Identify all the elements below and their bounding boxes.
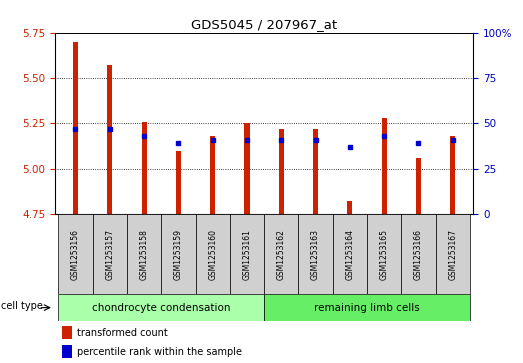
Bar (210, 136, 215, 214)
Bar (382, 118, 386, 214)
Text: GSM1253164: GSM1253164 (345, 229, 355, 280)
Bar (196, 214, 230, 294)
Bar (450, 136, 456, 214)
Text: GSM1253167: GSM1253167 (448, 229, 457, 280)
Text: remaining limb cells: remaining limb cells (314, 303, 420, 313)
Bar (161, 214, 196, 294)
Bar (264, 214, 299, 294)
Title: GDS5045 / 207967_at: GDS5045 / 207967_at (191, 19, 337, 32)
Text: cell type: cell type (1, 301, 43, 311)
Text: transformed count: transformed count (76, 327, 167, 338)
Text: percentile rank within the sample: percentile rank within the sample (76, 347, 242, 357)
Bar (142, 122, 146, 214)
Text: GSM1253156: GSM1253156 (71, 229, 80, 280)
Bar (244, 123, 249, 214)
Bar (367, 214, 401, 294)
Bar (333, 214, 367, 294)
Bar (416, 158, 421, 214)
Bar (230, 214, 264, 294)
Bar (73, 42, 78, 214)
Bar (62, 346, 72, 358)
Text: GSM1253162: GSM1253162 (277, 229, 286, 280)
Text: chondrocyte condensation: chondrocyte condensation (92, 303, 231, 313)
Bar (347, 201, 353, 214)
Text: GSM1253163: GSM1253163 (311, 229, 320, 280)
Bar (59, 294, 264, 321)
Text: GSM1253166: GSM1253166 (414, 229, 423, 280)
Bar (176, 151, 181, 214)
Bar (62, 326, 72, 339)
Bar (436, 214, 470, 294)
Bar (127, 214, 161, 294)
Text: GSM1253160: GSM1253160 (208, 229, 217, 280)
Bar (313, 129, 318, 214)
Text: GSM1253158: GSM1253158 (140, 229, 149, 280)
Text: GSM1253165: GSM1253165 (380, 229, 389, 280)
Text: GSM1253161: GSM1253161 (243, 229, 252, 280)
Bar (59, 214, 93, 294)
Bar (299, 214, 333, 294)
Bar (264, 294, 470, 321)
Text: GSM1253159: GSM1253159 (174, 229, 183, 280)
Bar (279, 129, 284, 214)
Bar (93, 214, 127, 294)
Text: GSM1253157: GSM1253157 (105, 229, 115, 280)
Bar (107, 65, 112, 214)
Bar (401, 214, 436, 294)
